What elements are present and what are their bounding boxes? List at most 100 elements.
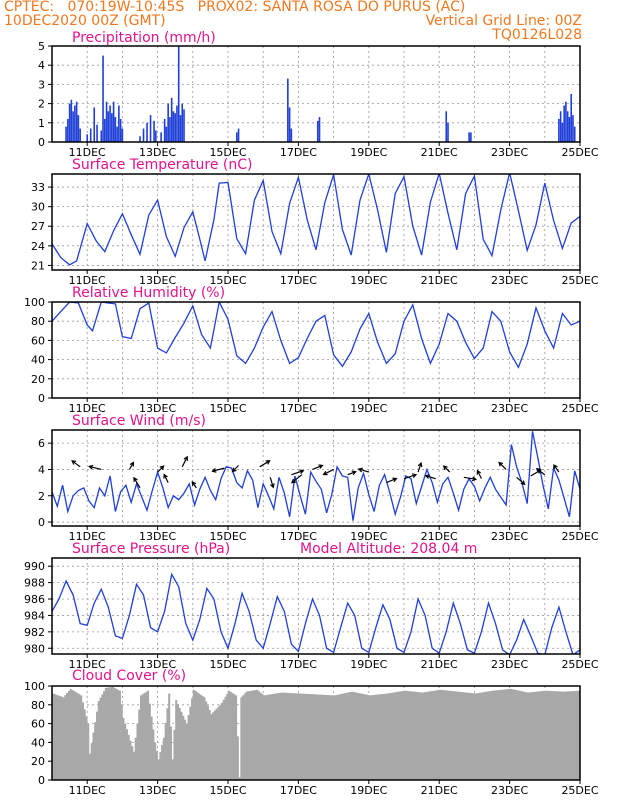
x-tick-label: 21DEC (421, 274, 458, 287)
cloud-bar (298, 693, 301, 780)
cloud-bar (180, 711, 183, 780)
wind-arrow-head (535, 467, 541, 473)
precip-bar (139, 136, 141, 142)
cloud-bar (360, 693, 363, 780)
y-tick-label: 24 (31, 240, 45, 253)
cloud-bar (296, 693, 299, 780)
cloud-bar (481, 692, 484, 780)
cloud-bar (92, 732, 95, 780)
cloud-bar (506, 689, 509, 780)
cloud-bar (94, 722, 97, 780)
cloud-bar (189, 706, 192, 780)
precip-bar (111, 113, 113, 142)
cloud-bar (118, 690, 121, 780)
panel-4: 0 2 4 6 11DEC 13DEC 15DEC 17DEC 19DEC 21DEC 23DEC 2… (38, 413, 599, 543)
precip-bar (181, 103, 184, 142)
cloud-bar (277, 693, 280, 780)
precip-bar (160, 132, 162, 142)
cloud-bar (323, 694, 326, 780)
wind-arrow (128, 461, 135, 470)
cloud-bar (389, 692, 392, 780)
x-tick-label: 25DEC (561, 402, 598, 415)
precip-bar (237, 128, 240, 142)
cloud-bar (287, 692, 290, 780)
cloud-bar (532, 692, 535, 780)
precip-bar (447, 122, 449, 142)
cloud-bar (256, 689, 259, 780)
panel-title: Relative Humidity (%) (72, 285, 225, 301)
precip-bar (77, 115, 80, 142)
cloud-bar (111, 686, 114, 780)
cloud-bar (430, 691, 433, 780)
cloud-bar (558, 691, 561, 780)
cloud-bar (395, 692, 398, 780)
x-tick-label: 21DEC (421, 146, 458, 159)
y-tick-label: 27 (31, 220, 45, 233)
cloud-bar (398, 691, 401, 780)
cloud-bar (495, 690, 498, 780)
x-tick-label: 23DEC (491, 402, 528, 415)
precip-bar (116, 126, 118, 142)
x-tick-label: 15DEC (209, 146, 246, 159)
cloud-bar (456, 691, 459, 780)
panel-2: 21 24 27 30 33 11DEC 13DEC 15DEC 17DEC 19DEC 21DEC… (31, 157, 599, 287)
cloud-bar (372, 695, 375, 780)
y-tick-label: 100 (24, 296, 45, 309)
panel-frame (51, 685, 581, 781)
precip-bar (75, 101, 78, 142)
series-line (52, 431, 580, 521)
cloud-bar (229, 691, 232, 780)
cloud-bar (509, 688, 512, 780)
cloud-bar (419, 692, 422, 780)
cloud-bar (196, 692, 199, 780)
cloud-bar (104, 687, 107, 780)
wind-arrow-head (476, 469, 482, 475)
y-tick-label: 0 (38, 392, 45, 405)
cloud-bar (307, 693, 310, 780)
wind-arrow (322, 468, 334, 476)
cloud-bar (263, 695, 266, 780)
cloud-bar (152, 729, 155, 780)
cloud-bar (99, 697, 102, 780)
precip-bar (170, 97, 173, 142)
cloud-bar (96, 711, 99, 780)
wind-arrow-shaft (536, 468, 546, 476)
cloud-bar (358, 693, 361, 780)
y-tick-label: 3 (38, 78, 45, 91)
precip-bar (102, 55, 104, 142)
cloud-bar (52, 693, 55, 780)
cloud-bar (222, 699, 225, 780)
cloud-bar (101, 694, 104, 780)
cloud-bar (493, 690, 496, 780)
precip-bar (70, 99, 73, 142)
cloud-bar (259, 692, 262, 780)
header-model-code: TQ0126L028 (492, 27, 582, 43)
cloud-bar (282, 692, 285, 780)
cloud-bar (469, 692, 472, 780)
panel-title: Surface Pressure (hPa) (72, 541, 230, 557)
cloud-bar (352, 692, 356, 780)
cloud-bar (85, 716, 88, 780)
cloud-bar (345, 692, 348, 780)
precip-bar (236, 132, 238, 142)
cloud-bar (437, 690, 440, 780)
wind-arrow (403, 473, 418, 480)
cloud-bar (270, 694, 273, 780)
precip-bar (121, 128, 124, 142)
cloud-bar (472, 693, 475, 780)
cloud-bar (507, 689, 510, 780)
cloud-bar (317, 694, 320, 780)
cloud-bar (546, 690, 549, 780)
cloud-bar (268, 694, 271, 780)
cloud-bar (520, 691, 523, 780)
cloud-bar (363, 694, 366, 780)
cloud-bar (132, 751, 136, 780)
cloud-bar (147, 690, 150, 780)
cloud-bar (155, 750, 158, 780)
x-tick-label: 19DEC (350, 402, 387, 415)
wind-arrow-shaft (133, 477, 141, 489)
wind-arrow-shaft (71, 460, 81, 468)
cloud-bar (386, 693, 389, 780)
wind-arrow-shaft (291, 474, 303, 484)
